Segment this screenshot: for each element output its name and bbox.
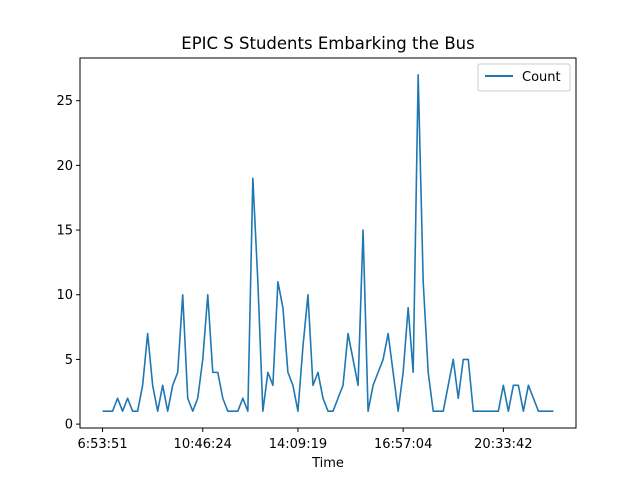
plot-frame [79,57,577,429]
chart-title: EPIC S Students Embarking the Bus [181,34,474,53]
y-axis: 0 5 10 15 20 25 [56,94,80,433]
y-tick-label: 0 [65,418,73,433]
legend-box [477,63,571,92]
x-tick-label: 16:57:04 [374,437,432,452]
x-tick-label: 20:33:42 [474,437,532,452]
x-tick-label: 14:09:19 [269,437,327,452]
x-axis-label: Time [311,456,344,471]
plot-layer [102,74,554,412]
legend: Count [477,63,571,92]
y-tick-label: 5 [65,353,73,368]
y-tick-label: 15 [56,224,73,239]
y-tick-label: 10 [56,288,73,303]
series-line-0 [102,74,554,412]
x-tick-label: 6:53:51 [77,437,127,452]
y-tick-label: 20 [56,159,73,174]
x-tick-label: 10:46:24 [174,437,232,452]
legend-label: Count [522,70,561,85]
y-tick-label: 25 [56,94,73,109]
x-axis: 6:53:51 10:46:24 14:09:19 16:57:04 20:33:42 [77,428,533,452]
